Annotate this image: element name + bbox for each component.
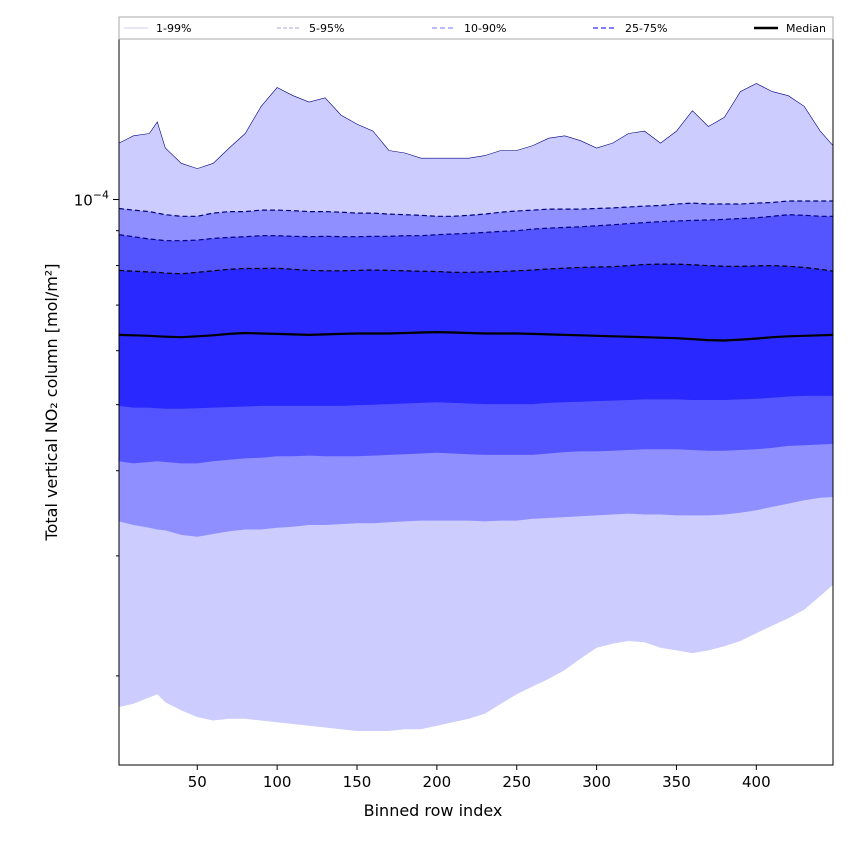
band-25-75%: [119, 264, 833, 409]
legend-label: Median: [786, 22, 826, 35]
y-axis-ticks: 10−4: [74, 189, 119, 677]
legend-label: 25-75%: [625, 22, 667, 35]
upper-line-10-90%: [118, 214, 833, 242]
x-tick-label: 350: [662, 773, 691, 791]
legend-box: [118, 16, 834, 40]
median-line: [118, 330, 834, 342]
y-axis-label: Total vertical NO₂ column [mol/m²]: [42, 264, 61, 542]
x-tick-label: 400: [742, 773, 771, 791]
percentile-bands: [119, 83, 833, 731]
x-axis-label: Binned row index: [364, 801, 503, 820]
legend: 1-99% 5-95% 10-90% 25-75% Median: [118, 16, 834, 40]
x-tick-label: 250: [502, 773, 531, 791]
x-tick-label: 200: [423, 773, 452, 791]
legend-label: 10-90%: [464, 22, 506, 35]
x-tick-label: 50: [188, 773, 207, 791]
legend-label: 5-95%: [309, 22, 344, 35]
upper-line-1-99%: [118, 83, 834, 169]
x-axis-ticks: 50 100 150 200 250 300 350 400: [188, 765, 771, 791]
x-tick-label: 150: [343, 773, 372, 791]
x-tick-label: 300: [582, 773, 611, 791]
upper-line-5-95%: [118, 200, 833, 217]
legend-label: 1-99%: [156, 22, 191, 35]
percentile-lines: [118, 83, 834, 342]
y-tick-label: 10−4: [74, 189, 109, 210]
upper-line-25-75%: [118, 263, 834, 275]
x-tick-label: 100: [263, 773, 292, 791]
